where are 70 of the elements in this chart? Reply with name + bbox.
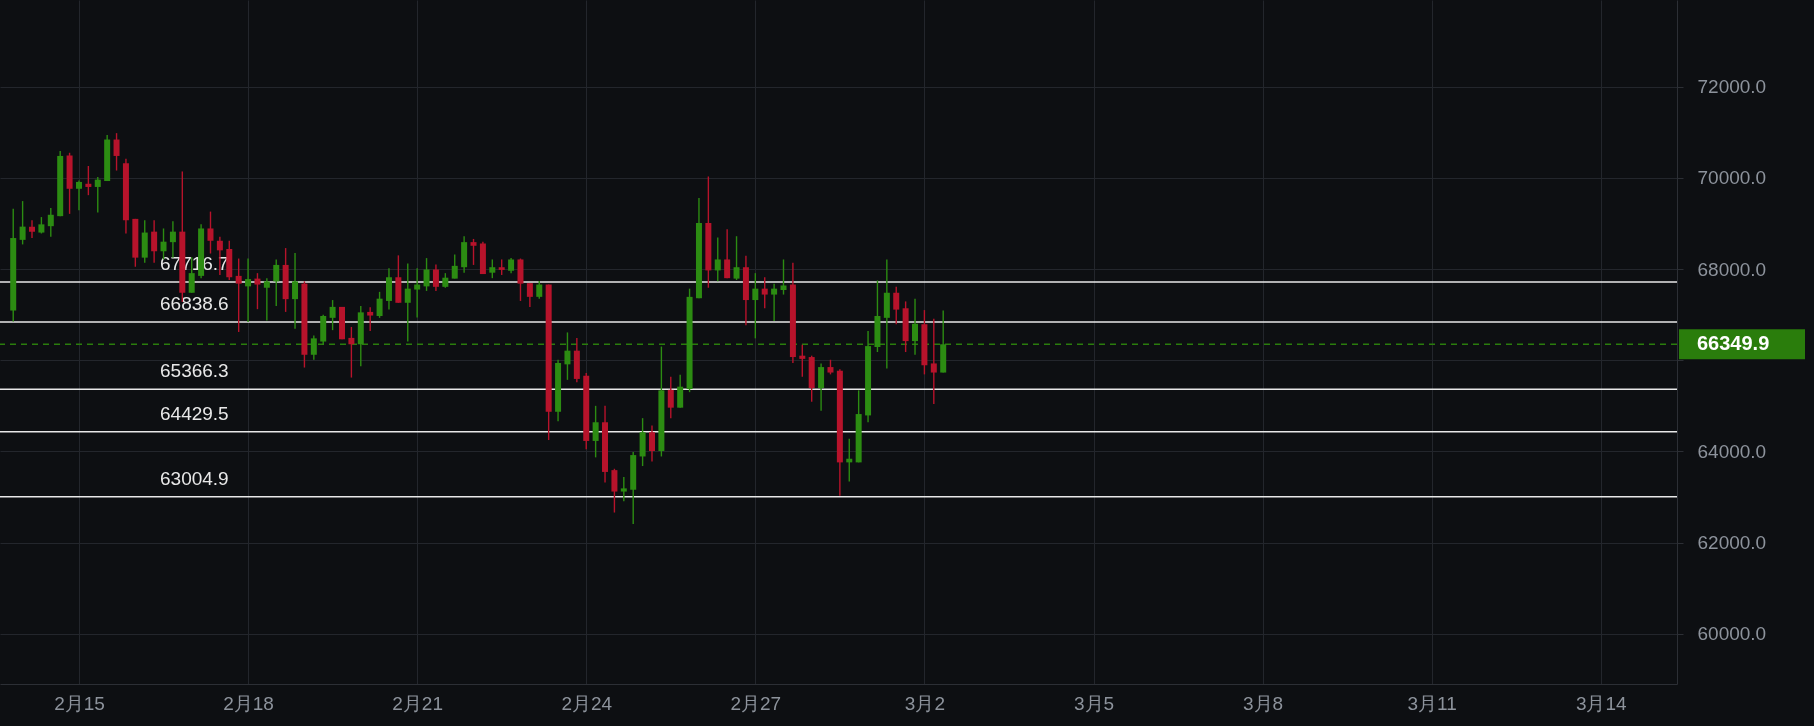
ref-line-label: 66838.6 — [160, 293, 229, 314]
x-tick-label: 3月11 — [1407, 692, 1457, 714]
candlestick — [310, 334, 317, 361]
candlestick — [85, 165, 92, 196]
y-tick-label: 62000.0 — [1697, 532, 1767, 554]
ref-line-label: 65366.3 — [160, 360, 229, 382]
candlestick — [348, 326, 355, 379]
candlestick — [404, 262, 411, 343]
candlestick — [611, 468, 618, 514]
candlestick — [799, 344, 806, 378]
candlestick — [752, 272, 759, 340]
candlestick — [75, 179, 82, 211]
candlestick — [432, 263, 439, 292]
candlestick — [620, 476, 627, 502]
candlestick — [207, 210, 214, 255]
ref-line-label: 66349.9 — [1697, 332, 1770, 355]
candlestick — [254, 272, 261, 310]
candlestick — [263, 277, 270, 322]
candlestick — [780, 258, 787, 296]
y-tick-label: 64000.0 — [1697, 440, 1767, 462]
y-tick-label: 70000.0 — [1697, 167, 1767, 189]
x-tick-label: 2月18 — [223, 692, 274, 714]
candlestick — [451, 253, 458, 280]
candlestick — [29, 219, 36, 239]
candlestick — [489, 258, 496, 279]
candlestick — [761, 276, 768, 309]
x-tick-label: 2月15 — [54, 692, 105, 714]
x-tick-label: 2月21 — [392, 692, 443, 714]
y-tick-label: 60000.0 — [1697, 623, 1767, 645]
candlestick — [771, 282, 778, 322]
candlestick — [19, 200, 26, 246]
x-tick-label: 3月2 — [904, 692, 945, 714]
candlestick — [235, 257, 242, 333]
candlestick — [592, 405, 599, 459]
candlestick — [564, 331, 571, 381]
candlestick — [724, 228, 731, 279]
candlestick — [414, 267, 421, 319]
candlestick — [423, 257, 430, 292]
candlestick — [893, 286, 900, 325]
ref-line-label: 64429.5 — [160, 402, 229, 424]
x-tick-label: 3月5 — [1073, 692, 1115, 714]
candlestick — [677, 374, 684, 409]
candlestick — [367, 306, 374, 332]
candlestick — [714, 236, 721, 283]
candlestick — [385, 267, 392, 311]
y-tick-label: 68000.0 — [1697, 258, 1767, 280]
candlestick — [526, 282, 533, 308]
candlestick — [470, 238, 477, 266]
candlestick — [245, 257, 252, 323]
x-tick-label: 3月14 — [1575, 692, 1628, 714]
candlestick — [273, 258, 280, 307]
y-tick-label: 72000.0 — [1697, 76, 1767, 98]
candlestick — [47, 207, 54, 238]
x-tick-label: 2月27 — [730, 692, 782, 714]
x-tick-label: 3月8 — [1243, 692, 1284, 714]
candlestick — [667, 375, 674, 419]
candlestick — [113, 132, 120, 172]
candlestick — [329, 299, 336, 331]
candlestick — [733, 235, 740, 281]
candlestick — [912, 297, 919, 356]
candlestick — [169, 220, 176, 259]
candlestick — [376, 291, 383, 319]
ref-line-label: 63004.9 — [160, 467, 229, 489]
candlestick — [930, 318, 937, 405]
candlestick — [94, 176, 101, 214]
candlestick — [648, 424, 655, 463]
candlestick — [818, 362, 825, 412]
candlestick — [151, 219, 158, 264]
candlestick — [292, 252, 299, 330]
x-tick-label: 2月24 — [561, 692, 613, 714]
